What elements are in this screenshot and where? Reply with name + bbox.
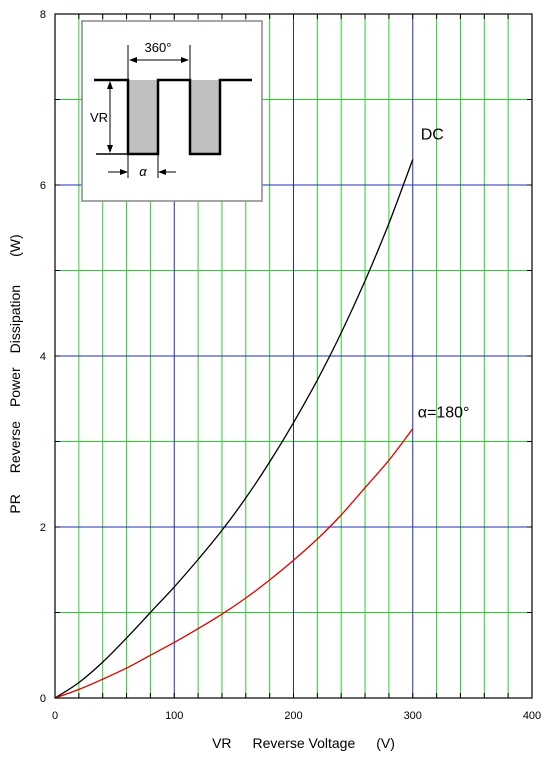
series-lines [54,159,414,699]
inset-shaded-pulse-2 [190,80,220,154]
inset-amplitude-arrow-top [107,81,113,89]
inset-alpha-arrow-left [120,169,128,175]
inset-frame [81,20,263,202]
x-tick-label: 300 [404,710,422,722]
x-tick-label: 0 [52,710,58,722]
series-line-alpha-180 [54,428,414,699]
inset-period-arrow-left [129,57,137,63]
inset-period-label: 360° [145,40,172,55]
inset-waveform [94,78,252,156]
inset-shaded-pulse-1 [128,80,158,154]
inset-alpha-arrow-right [158,169,166,175]
inset-amplitude-arrow-bottom [107,145,113,153]
y-axis-label: PR Reverse Power Dissipation (W) [7,234,23,513]
y-tick-label: 6 [40,180,46,192]
ticks: 0 100 200 300 400 0 2 4 6 8 [40,9,541,722]
x-axis-label: VR Reverse Voltage (V) [212,735,395,751]
inset-period-arrow-right [181,57,189,63]
plot-frame [54,13,533,699]
series-label-alpha: α=180° [418,405,470,422]
x-tick-label: 100 [165,710,183,722]
inset-amplitude-label: VR [90,110,108,125]
series-line-dc [54,159,414,699]
y-tick-label: 0 [40,693,46,705]
waveform-inset: 360° VR α [81,20,263,202]
series-label-dc: DC [421,126,444,143]
inset-alpha-label: α [139,164,147,179]
y-tick-label: 2 [40,522,46,534]
y-tick-label: 8 [40,9,46,21]
y-tick-label: 4 [40,351,46,363]
x-tick-label: 400 [523,710,541,722]
x-tick-label: 200 [284,710,302,722]
